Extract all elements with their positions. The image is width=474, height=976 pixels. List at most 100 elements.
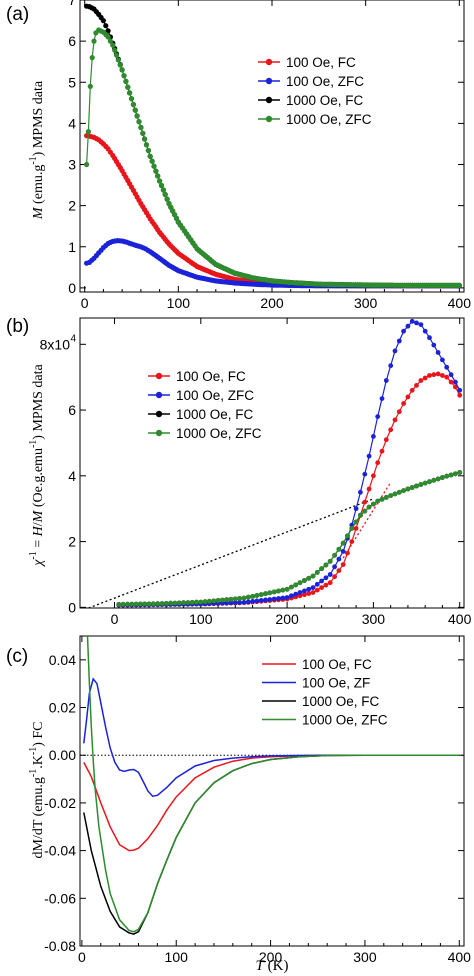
data-point [280,587,286,593]
data-point [375,414,381,419]
data-point [84,161,90,168]
x-tick-label: 400 [448,295,472,311]
data-point [245,594,251,600]
data-point [289,593,294,599]
data-point [224,597,230,603]
data-point [105,28,111,34]
data-point [414,320,419,326]
series-1000-oe-fc [83,754,460,935]
data-point [185,600,191,605]
y-tick-label: -0.08 [44,938,76,954]
data-point [289,584,294,590]
data-point [280,595,286,601]
data-point [435,371,441,377]
data-point [302,588,307,594]
data-point [271,596,277,602]
y-tick-label: 8x10 [40,336,71,352]
x-tick-label: 100 [189,611,213,627]
data-point [133,601,139,607]
data-point [143,142,150,148]
panel-a-label: (a) [6,4,29,25]
data-point [140,130,146,136]
series-1000-oe-zfc [116,470,463,607]
data-point [276,596,281,601]
x-tick-label: 100 [167,295,191,311]
data-point [323,575,329,581]
data-point [112,47,118,53]
data-point [134,113,140,119]
data-point [379,396,385,401]
data-point [250,599,256,604]
data-point [306,575,312,581]
series-line [86,636,460,933]
data-point [418,378,424,383]
data-point [142,136,148,142]
data-point [150,601,156,607]
data-point [164,196,170,202]
data-point [125,84,131,90]
data-point [155,601,161,607]
series-line [86,5,460,286]
x-tick-label: 200 [275,611,299,627]
data-point [379,496,385,502]
data-point [431,372,437,378]
data-point [435,476,441,482]
data-point [327,572,333,577]
data-point [153,168,159,174]
data-point [319,566,324,572]
data-point [138,124,144,131]
data-point [232,600,238,606]
data-point [267,597,273,602]
data-point [366,453,372,459]
data-point [119,67,125,73]
series-line [83,754,460,935]
legend-swatch-marker [265,77,273,85]
data-point [440,373,445,378]
data-point [147,153,153,159]
y-tick-label: -0.06 [44,890,76,906]
data-point [332,552,337,558]
y-tick-label: 4 [68,115,76,131]
y-tick-label: 4 [68,468,76,484]
data-point [100,18,106,24]
x-tick-label: 0 [111,611,119,627]
plot-frame-2 [79,635,465,947]
series-line [83,677,460,798]
data-point [388,493,394,498]
series-line [118,471,460,605]
legend-label: 100 Oe, FC [302,657,372,672]
data-point [121,73,127,79]
data-point [388,427,394,433]
y-tick-label: 6 [68,402,76,418]
data-point [396,338,402,344]
panel-b-ylabel: χ-1 = H/M (Oe.g.emu-1) MPMS data [28,363,46,567]
y-tick-label: 6 [68,33,76,49]
data-point [362,508,368,514]
data-point [327,580,333,586]
data-point [345,533,350,539]
data-point [427,335,432,341]
data-point [456,282,462,288]
data-point [162,191,168,198]
y-tick-label: -0.04 [44,843,76,859]
data-point [409,485,415,490]
panel-a-ylabel: M (emu.g-1) MPMS data [28,80,46,220]
legend-swatch-marker [265,58,273,66]
data-point [448,472,454,478]
data-point [349,539,355,544]
data-point [263,597,268,603]
legend-label: 1000 Oe, ZFC [176,426,262,441]
data-point [113,52,120,58]
data-point [258,598,264,603]
data-point [241,595,247,601]
data-point [444,374,450,380]
series-line [83,754,460,852]
x-tick-label: 400 [448,611,472,627]
series-1000-oe-zfc [84,27,462,288]
data-point [366,504,372,510]
y-tick-label: 2 [68,198,76,214]
data-point [414,383,419,388]
data-point [271,589,277,595]
data-point [332,564,337,570]
data-point [392,417,398,423]
